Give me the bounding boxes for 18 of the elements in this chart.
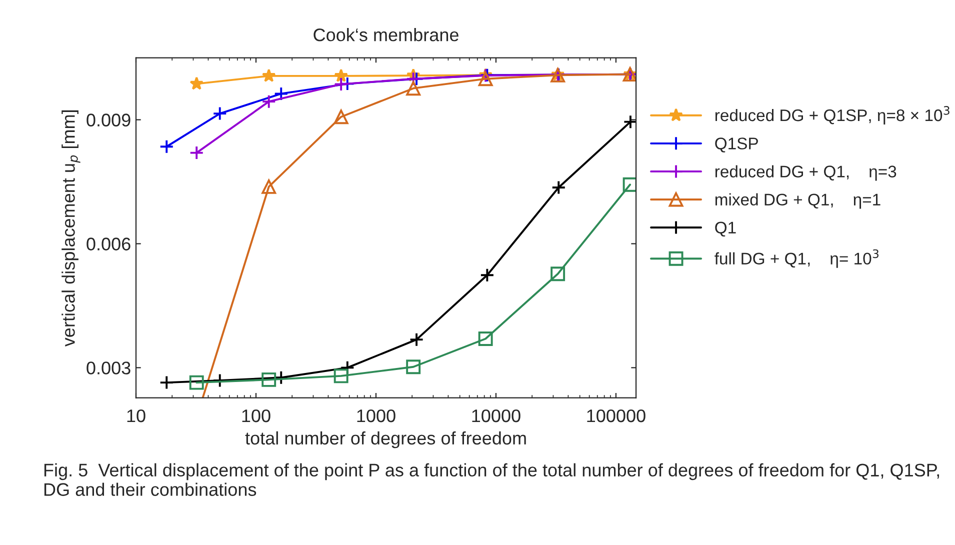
legend-label: Q1SP xyxy=(715,138,758,152)
x-axis-title: total number of degrees of freedom xyxy=(245,431,526,448)
x-tick-label: 100000 xyxy=(587,409,646,422)
legend-label: reduced DG + Q1, η=3 xyxy=(715,165,896,181)
y-axis-title: vertical displacement u$_{p}$ [mm] xyxy=(62,110,80,347)
legend-label: full DG + Q1, η= 10$^{3}$ xyxy=(714,249,878,268)
legend-label: mixed DG + Q1, η=1 xyxy=(715,193,880,209)
x-tick-label: 100 xyxy=(242,409,270,422)
caption: Fig. 5 Vertical displacement of the point P as a function of the total number of degrees of freedom for Q1, Q1SP, DG and their combinations xyxy=(44,463,939,496)
legend-label: Q1 xyxy=(715,222,736,237)
y-tick-label: 0.009 xyxy=(86,114,130,126)
legend-label: reduced DG + Q1SP, η=8 × 10$^{3}$ xyxy=(715,106,950,124)
x-tick-label: 10000 xyxy=(472,409,520,422)
chart-title: Cook‘s membrane xyxy=(314,28,458,42)
y-tick-label: 0.003 xyxy=(86,362,130,374)
x-tick-label: 1000 xyxy=(357,409,396,422)
y-tick-label: 0.006 xyxy=(86,238,130,250)
x-tick-label: 10 xyxy=(127,409,146,422)
